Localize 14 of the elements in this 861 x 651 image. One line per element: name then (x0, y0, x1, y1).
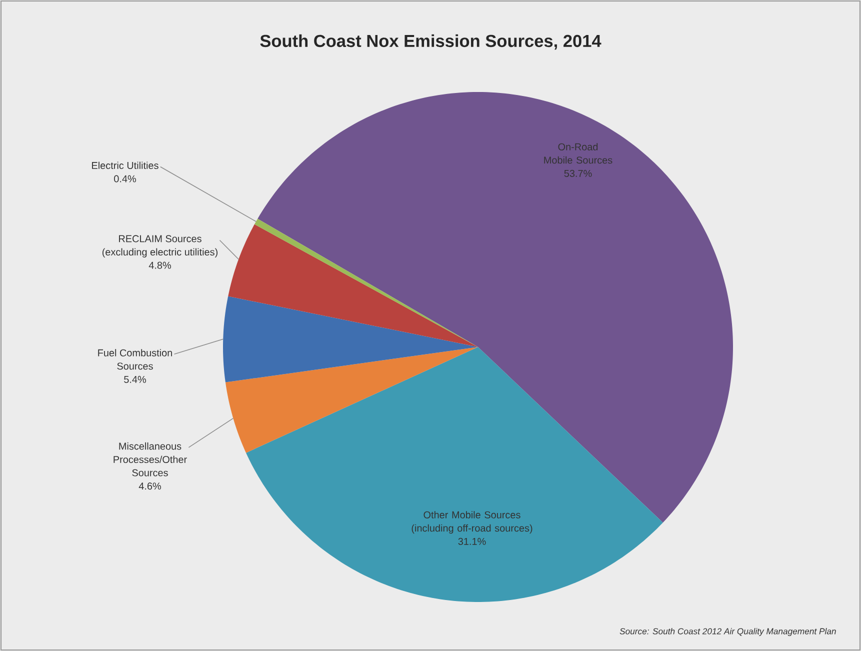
slice-label: Other Mobile Sources (including off-road sources) (412, 511, 532, 534)
source-note: Source: South Coast 2012 Air Quality Management Plan (620, 628, 836, 636)
slice-label: Fuel Combustion Sources (98, 349, 172, 370)
data-label: 0.4% (114, 175, 136, 182)
data-label: 31.1% (458, 538, 486, 545)
slice-label: On-Road Mobile Sources (544, 143, 612, 164)
chart-title: South Coast Nox Emission Sources, 2014 (260, 34, 602, 50)
slice-label: RECLAIM Sources (excluding electric utilities) (102, 235, 218, 258)
slice-label: Miscellaneous Processes/Other Sources (114, 442, 187, 476)
data-label: 5.4% (124, 376, 146, 383)
data-label: 4.8% (148, 262, 171, 269)
data-label: 4.6% (138, 482, 161, 490)
slice-label: Electric Utilities (92, 162, 158, 170)
data-label: 53.7% (564, 170, 592, 177)
